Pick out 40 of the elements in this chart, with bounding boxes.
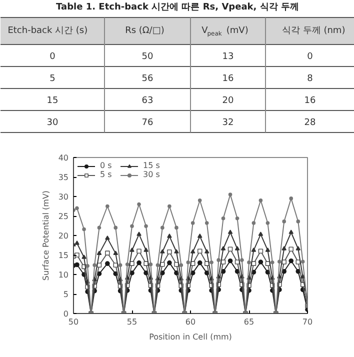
y-tick-label: 0 [63, 310, 69, 318]
data-label: 16 [304, 96, 316, 106]
data-label: 56 [142, 74, 154, 84]
y-axis-title: Etch-back 시간 (s) [8, 26, 88, 36]
data-label: 63 [142, 96, 154, 106]
y-tick-label: 15 [46, 96, 58, 106]
x-tick-label: 식각 두께 (nm) [282, 26, 346, 36]
legend-label: 0 s [100, 161, 113, 170]
data-label: 32 [222, 118, 234, 128]
data-label: 20 [222, 96, 234, 106]
x-tick-label: 65 [244, 318, 254, 326]
data-label: 50 [142, 52, 154, 62]
y-tick-label: 10 [58, 270, 69, 280]
y-tick-label: 40 [58, 154, 69, 162]
y-tick-label: 30 [46, 118, 58, 128]
data-label: 76 [142, 118, 154, 128]
chart-title: Table 1. Etch-back 시간에 따른 Rs, Vpeak, 식각 두께 [56, 2, 299, 12]
y-tick-label: 30 [58, 192, 69, 202]
y-tick-label: 15 [58, 251, 69, 260]
y-tick-label: 5 [63, 290, 69, 299]
y-axis-title: Surface Potential (mV) [41, 190, 50, 281]
legend-label: 5 s [100, 170, 113, 179]
legend-label: 30 s [143, 170, 161, 179]
y-tick-label: 0 [50, 52, 56, 62]
x-tick-label: 70 [302, 318, 313, 326]
data-label: 13 [222, 52, 234, 62]
y-tick-label: 25 [58, 212, 69, 221]
x-tick-label: 50 [68, 318, 79, 326]
y-tick-label: 5 [50, 74, 56, 84]
y-tick-label: 35 [58, 173, 69, 182]
x-tick-label: Rs (Ω/□) [125, 26, 164, 36]
legend-label: 15 s [143, 161, 161, 170]
data-label: 16 [222, 74, 234, 84]
data-label: 28 [304, 118, 316, 128]
y-tick-label: 20 [58, 232, 69, 240]
data-label: 0 [307, 52, 314, 62]
x-tick-label: 55 [126, 318, 138, 326]
x-tick-label: 60 [185, 318, 196, 326]
x-axis-title: Position in Cell (mm) [149, 332, 232, 342]
data-label: 8 [307, 74, 314, 84]
